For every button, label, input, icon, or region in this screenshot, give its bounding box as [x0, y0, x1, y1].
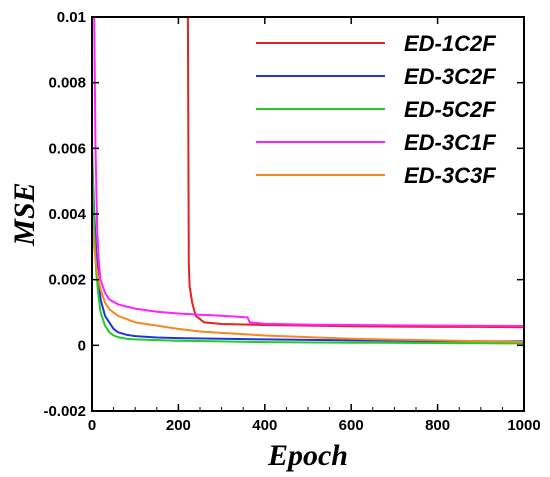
y-tick-label: 0 — [78, 337, 86, 354]
y-tick-label: -0.002 — [43, 403, 86, 420]
series-line-ed-1c2f — [186, 17, 524, 329]
series-line-ed-3c1f — [93, 17, 524, 327]
series-line-ed-3c3f — [92, 213, 524, 344]
x-tick-label: 600 — [339, 417, 364, 434]
y-tick-label: 0.006 — [48, 140, 86, 157]
legend-label: ED-3C2F — [404, 64, 496, 89]
legend: ED-1C2F ED-3C2F ED-5C2F ED-3C1F ED-3C3F — [256, 31, 496, 188]
y-tick-label: 0.004 — [48, 206, 86, 223]
x-tick-label: 200 — [166, 417, 191, 434]
y-tick-label: 0.01 — [57, 9, 86, 26]
y-tick-label: 0.002 — [48, 272, 86, 289]
legend-label: ED-5C2F — [404, 97, 496, 122]
legend-label: ED-3C1F — [404, 130, 496, 155]
x-axis-title: Epoch — [267, 439, 348, 472]
x-tick-label: 1000 — [507, 417, 540, 434]
x-tick-label: 0 — [88, 417, 96, 434]
x-tick-label: 800 — [425, 417, 450, 434]
axes: 0 200 400 600 800 1000-0.00200.0020.0040.0060… — [43, 9, 540, 434]
series-line-ed-5c2f — [92, 148, 524, 345]
y-axis-title: MSE — [8, 182, 41, 246]
x-tick-label: 400 — [252, 417, 277, 434]
legend-label: ED-3C3F — [404, 163, 496, 188]
y-tick-label: 0.008 — [48, 75, 86, 92]
legend-label: ED-1C2F — [404, 31, 496, 56]
